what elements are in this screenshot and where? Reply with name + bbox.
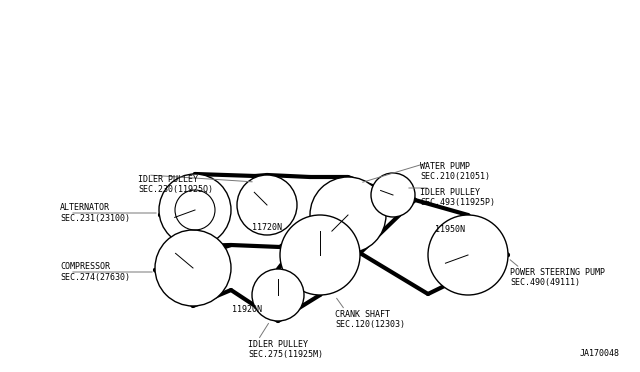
- Text: 11950N: 11950N: [435, 225, 465, 234]
- Circle shape: [155, 230, 231, 306]
- Text: IDLER PULLEY
SEC.230(11925Q): IDLER PULLEY SEC.230(11925Q): [138, 175, 213, 195]
- Text: CRANK SHAFT
SEC.120(12303): CRANK SHAFT SEC.120(12303): [335, 310, 405, 329]
- Circle shape: [371, 173, 415, 217]
- Text: WATER PUMP
SEC.210(21051): WATER PUMP SEC.210(21051): [420, 162, 490, 182]
- Circle shape: [280, 215, 360, 295]
- Text: IDLER PULLEY
SEC.275(11925M): IDLER PULLEY SEC.275(11925M): [248, 340, 323, 359]
- Text: 11720N: 11720N: [252, 224, 282, 232]
- Circle shape: [310, 177, 386, 253]
- Circle shape: [237, 175, 297, 235]
- Text: JA170048: JA170048: [580, 349, 620, 358]
- Circle shape: [252, 269, 304, 321]
- Circle shape: [428, 215, 508, 295]
- Text: 11920N: 11920N: [232, 305, 262, 314]
- Text: POWER STEERING PUMP
SEC.490(49111): POWER STEERING PUMP SEC.490(49111): [510, 268, 605, 288]
- Text: ALTERNATOR
SEC.231(23100): ALTERNATOR SEC.231(23100): [60, 203, 130, 223]
- Circle shape: [159, 174, 231, 246]
- Text: COMPRESSOR
SEC.274(27630): COMPRESSOR SEC.274(27630): [60, 262, 130, 282]
- Text: IDLER PULLEY
SEC.493(11925P): IDLER PULLEY SEC.493(11925P): [420, 188, 495, 208]
